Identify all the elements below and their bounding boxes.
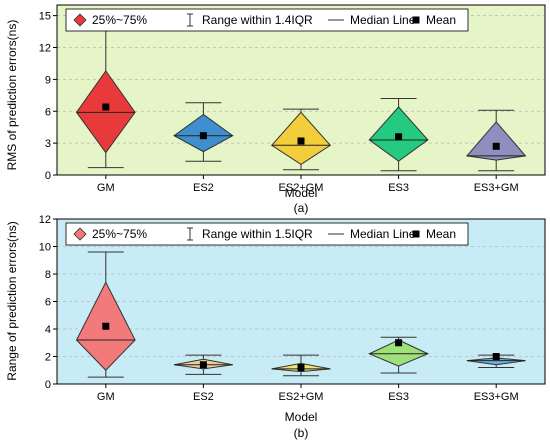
legend: 25%~75% Range within 1.5IQR Median Line Mea…	[65, 222, 469, 246]
y-tick-label: 4	[45, 324, 51, 336]
y-tick-label: 10	[39, 242, 51, 254]
x-tick-label: ES2	[193, 182, 214, 194]
legend-label: Median Line	[350, 13, 416, 27]
x-axis-title: Model	[285, 410, 318, 424]
x-tick-label: ES2	[193, 391, 214, 403]
x-tick-label: ES2+GM	[279, 182, 324, 194]
y-tick-label: 6	[45, 106, 51, 118]
box-ES3+GM	[465, 121, 527, 161]
box-ES3	[368, 339, 430, 367]
box-GM	[75, 70, 136, 154]
legend-diamond-marker	[73, 13, 87, 27]
legend-box	[65, 222, 469, 246]
y-tick-label: 0	[45, 170, 51, 182]
mean-marker-ES3	[395, 339, 403, 347]
x-axis-title: Model	[285, 186, 318, 200]
mean-marker-GM	[102, 322, 110, 330]
mean-marker-GM	[102, 103, 110, 111]
y-tick-label: 12	[39, 43, 51, 55]
mean-marker-ES2	[199, 132, 207, 140]
y-tick-label: 3	[45, 138, 51, 150]
box-ES3+GM	[466, 357, 526, 366]
mean-marker-ES3	[395, 133, 403, 141]
legend-label: Mean	[426, 227, 456, 241]
x-tick-label: GM	[97, 391, 115, 403]
mean-marker-ES3+GM	[492, 353, 500, 360]
x-tick-label: ES3+GM	[474, 182, 519, 194]
y-tick-label: 0	[45, 379, 51, 391]
y-tick-label: 6	[45, 297, 51, 309]
y-tick-label: 15	[39, 11, 51, 23]
x-tick-label: ES3	[388, 391, 409, 403]
chart-panel-1: GM ES2 ES2+GM ES3 ES3+GM 0 3 6 9 12 15 RMS of predi…	[5, 4, 546, 215]
x-tick-label: ES2+GM	[279, 391, 324, 403]
legend: 25%~75% Range within 1.4IQR Median Line Mea…	[65, 8, 469, 32]
mean-marker-ES2	[199, 361, 207, 369]
legend-diamond-marker	[73, 227, 87, 241]
x-tick-label: ES3+GM	[474, 391, 519, 403]
mean-marker-ES2+GM	[297, 137, 305, 145]
legend-label: 25%~75%	[92, 227, 147, 241]
legend-label: Median Line	[350, 227, 416, 241]
x-tick-label: ES3	[388, 182, 409, 194]
panel-label: (a)	[294, 201, 309, 215]
y-axis-title: RMS of prediction errors(ns)	[5, 20, 19, 171]
legend-label: 25%~75%	[92, 13, 147, 27]
panel-label: (b)	[294, 426, 309, 440]
mean-marker-ES2+GM	[297, 364, 305, 371]
y-tick-label: 9	[45, 74, 51, 86]
y-tick-label: 12	[39, 214, 51, 226]
chart-panel-2: GM ES2 ES2+GM ES3 ES3+GM 0 2 4 6 8 10 12 Range of pr…	[5, 214, 546, 440]
legend-label: Mean	[426, 13, 456, 27]
legend-mean-marker	[412, 230, 420, 238]
y-tick-label: 2	[45, 352, 51, 364]
plot-frame	[56, 4, 546, 176]
legend-label: Range within 1.5IQR	[202, 227, 313, 241]
legend-label: Range within 1.4IQR	[202, 13, 313, 27]
y-tick-label: 8	[45, 269, 51, 281]
legend-box	[65, 8, 469, 32]
mean-marker-ES3+GM	[492, 142, 500, 150]
y-axis-title: Range of prediction errors(ns)	[5, 221, 19, 380]
x-tick-label: GM	[97, 182, 115, 194]
legend-mean-marker	[412, 16, 420, 24]
